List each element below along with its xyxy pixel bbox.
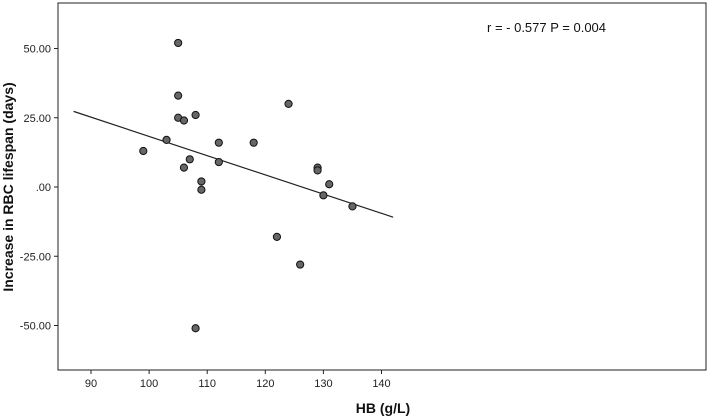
data-point bbox=[348, 202, 357, 211]
data-point bbox=[197, 185, 206, 194]
y-tick-label: -25.00 bbox=[20, 251, 51, 263]
data-point bbox=[214, 138, 223, 147]
data-point bbox=[162, 135, 171, 145]
data-point bbox=[249, 138, 258, 147]
x-axis-title: HB (g/L) bbox=[356, 400, 410, 416]
x-tick-label: 110 bbox=[198, 378, 216, 390]
data-point bbox=[179, 163, 189, 172]
data-point bbox=[319, 191, 328, 200]
data-point bbox=[214, 157, 223, 167]
y-tick-label: 25.00 bbox=[23, 113, 51, 125]
x-tick-label: 90 bbox=[85, 378, 97, 390]
x-tick-label: 140 bbox=[372, 378, 390, 390]
x-tick-label: 120 bbox=[256, 378, 274, 390]
data-point bbox=[191, 110, 200, 120]
data-point bbox=[296, 260, 305, 269]
data-point bbox=[185, 155, 194, 164]
data-point bbox=[191, 324, 200, 333]
plot-area: 50.00 25.00 .00 -25.00 -50.00 90 100 110 120 130 1… bbox=[20, 2, 707, 390]
data-point bbox=[197, 177, 206, 186]
y-tick-label: 50.00 bbox=[23, 44, 51, 56]
data-point bbox=[284, 99, 293, 109]
y-tick-label: -50.00 bbox=[20, 321, 51, 333]
regression-line bbox=[73, 110, 394, 218]
x-tick-label: 100 bbox=[140, 378, 158, 390]
correlation-annotation: r = - 0.577 P = 0.004 bbox=[487, 20, 606, 35]
data-point bbox=[313, 166, 322, 175]
data-point bbox=[179, 116, 189, 125]
data-point bbox=[174, 91, 183, 100]
y-axis-title: Increase in RBC lifespan (days) bbox=[0, 82, 16, 291]
data-point bbox=[272, 232, 282, 241]
y-tick-label: .00 bbox=[36, 182, 51, 194]
data-point bbox=[174, 38, 183, 48]
plot-frame bbox=[57, 2, 707, 371]
data-point bbox=[139, 146, 148, 156]
data-point bbox=[325, 180, 334, 189]
x-tick-label: 130 bbox=[314, 378, 332, 390]
